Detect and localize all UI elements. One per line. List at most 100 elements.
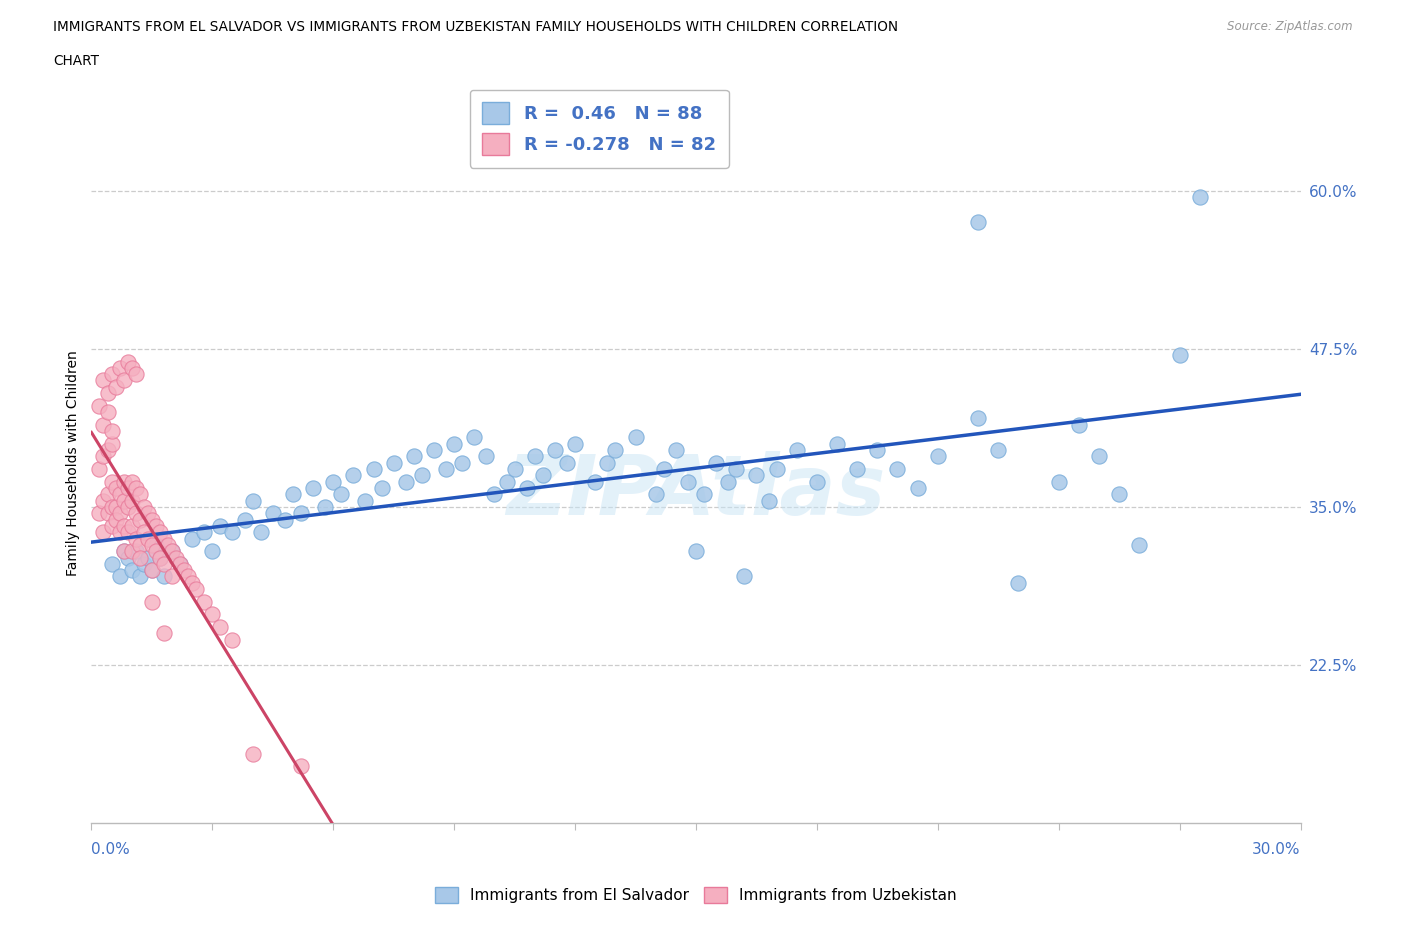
Point [354,493,377,508]
Point [302,481,325,496]
Point [866,443,889,458]
Point [141,563,163,578]
Point [927,449,949,464]
Point [104,379,127,394]
Point [149,550,172,565]
Point [132,525,155,539]
Point [136,531,159,546]
Point [475,449,498,464]
Point [605,443,627,458]
Point [685,544,707,559]
Point [395,474,418,489]
Point [786,443,808,458]
Point [434,461,457,476]
Point [463,430,485,445]
Point [145,518,167,533]
Point [141,594,163,609]
Point [153,569,176,584]
Point [233,512,256,527]
Point [141,512,163,527]
Point [402,449,425,464]
Point [93,493,115,508]
Point [181,576,204,591]
Point [181,531,204,546]
Point [322,474,344,489]
Point [93,449,115,464]
Text: 0.0%: 0.0% [91,842,131,857]
Point [93,418,115,432]
Point [531,468,554,483]
Point [745,468,768,483]
Point [907,481,929,496]
Point [758,493,780,508]
Point [100,474,122,489]
Point [201,544,224,559]
Point [128,569,150,584]
Point [290,506,312,521]
Point [451,455,474,470]
Point [583,474,606,489]
Point [112,474,135,489]
Point [209,518,232,533]
Point [503,461,526,476]
Point [1128,538,1150,552]
Point [136,550,159,565]
Point [121,563,143,578]
Point [1168,348,1191,363]
Point [121,361,143,376]
Point [370,481,392,496]
Point [1108,486,1130,501]
Point [112,518,135,533]
Point [262,506,284,521]
Point [125,531,148,546]
Point [555,455,578,470]
Point [544,443,567,458]
Point [765,461,787,476]
Point [156,538,179,552]
Text: ZIPAtlas: ZIPAtlas [506,451,886,532]
Point [121,474,143,489]
Point [136,506,159,521]
Point [274,512,297,527]
Point [1047,474,1070,489]
Point [112,544,135,559]
Point [96,486,118,501]
Point [149,550,172,565]
Point [201,607,224,622]
Point [169,556,191,571]
Point [117,354,139,369]
Point [564,436,586,451]
Point [89,398,111,413]
Point [132,499,155,514]
Point [676,474,699,489]
Point [96,443,118,458]
Point [221,525,243,539]
Point [1188,190,1211,205]
Point [725,461,748,476]
Point [314,499,336,514]
Point [104,499,127,514]
Point [128,486,150,501]
Text: CHART: CHART [53,54,100,68]
Point [100,424,122,439]
Point [704,455,727,470]
Point [112,493,135,508]
Point [160,569,183,584]
Text: Source: ZipAtlas.com: Source: ZipAtlas.com [1227,20,1353,33]
Point [665,443,688,458]
Point [717,474,740,489]
Point [160,544,183,559]
Point [108,486,131,501]
Point [733,569,755,584]
Point [484,486,506,501]
Point [93,525,115,539]
Point [108,506,131,521]
Point [117,550,139,565]
Point [825,436,848,451]
Point [967,411,990,426]
Point [516,481,538,496]
Point [153,626,176,641]
Point [186,581,208,596]
Point [652,461,675,476]
Point [153,531,176,546]
